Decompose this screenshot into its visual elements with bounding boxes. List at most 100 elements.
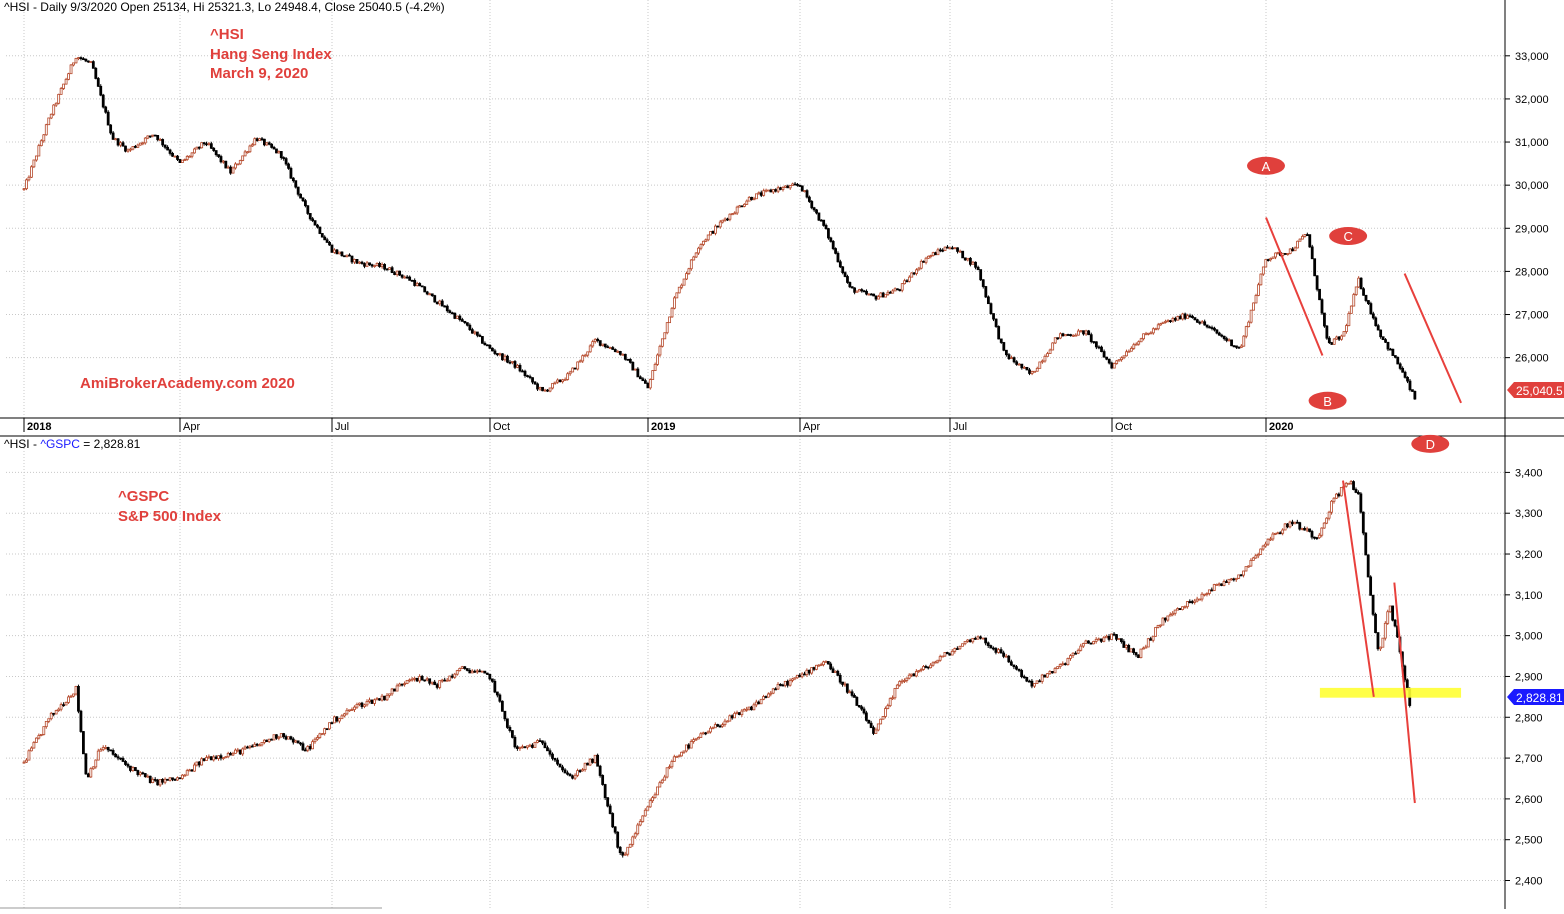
gspc-candle — [343, 712, 346, 718]
gspc-candle — [548, 748, 552, 757]
gspc-candle — [1327, 510, 1331, 521]
hsi-candle — [862, 289, 866, 293]
hsi-candle — [1274, 252, 1277, 260]
gspc-candle — [754, 699, 758, 708]
gspc-candle — [1269, 536, 1272, 542]
hsi-candle — [1381, 336, 1385, 341]
gspc-candle — [973, 636, 977, 640]
gspc-candle — [1119, 638, 1123, 644]
hsi-candle — [568, 370, 572, 376]
hsi-candle — [586, 351, 590, 358]
hsi-candle — [1298, 238, 1302, 242]
gspc-candle — [383, 695, 386, 701]
gspc-candle — [874, 727, 878, 734]
hsi-candle — [433, 294, 437, 303]
hsi-candle — [857, 288, 861, 292]
gspc-candle — [101, 745, 105, 752]
gspc-candle — [1154, 626, 1158, 637]
gspc-candle — [173, 778, 177, 781]
gspc-candle — [1144, 644, 1148, 649]
gspc-candle — [578, 769, 582, 774]
gspc-candle — [1337, 492, 1341, 498]
gspc-candle — [1188, 599, 1192, 604]
hsi-candle — [948, 246, 952, 250]
hsi-candle — [747, 196, 751, 202]
gspc-candle — [1207, 589, 1211, 596]
gspc-candle — [375, 697, 379, 701]
gspc-candle — [1364, 532, 1368, 556]
gspc-candle — [551, 752, 554, 761]
gspc-last-price-text: 2,828.81 — [1516, 691, 1563, 705]
gspc-candle — [845, 683, 849, 694]
gspc-candle — [893, 687, 897, 700]
gspc-candle — [518, 746, 522, 751]
hsi-candle — [1022, 365, 1026, 369]
hsi-candle — [1166, 319, 1170, 323]
gspc-candle — [378, 698, 381, 701]
gspc-candle — [262, 739, 266, 745]
gspc-candle — [287, 736, 290, 740]
hsi-candle — [740, 205, 744, 208]
hsi-candle — [976, 265, 980, 271]
gspc-header-prefix: ^HSI - — [4, 437, 40, 451]
hsi-candle — [59, 86, 63, 95]
hsi-candle — [1171, 316, 1175, 323]
hsi-candle — [219, 154, 223, 164]
gspc-candle — [311, 739, 314, 750]
gspc-candle — [709, 726, 712, 734]
gspc-candle — [214, 755, 218, 760]
hsi-candle — [263, 138, 266, 147]
gspc-candle — [843, 681, 847, 687]
hsi-candle — [846, 274, 849, 284]
hsi-candle — [193, 147, 196, 154]
gspc-candle — [984, 637, 988, 646]
gspc-candle — [1161, 617, 1165, 626]
gspc-candle — [1332, 497, 1336, 504]
hsi-candle — [616, 349, 620, 353]
hsi-candle — [355, 258, 359, 264]
hsi-candle — [1313, 258, 1317, 277]
hsi-candle — [415, 281, 419, 287]
hsi-candle — [478, 333, 482, 338]
hsi-candle — [865, 289, 868, 296]
hsi-candle — [190, 152, 194, 159]
hsi-candle — [1149, 331, 1153, 335]
gspc-candle — [69, 694, 73, 698]
hsi-candle — [917, 266, 921, 271]
gspc-candle — [576, 768, 579, 778]
gspc-candle — [1295, 519, 1299, 524]
hsi-candle — [563, 377, 567, 381]
hsi-candle — [603, 343, 607, 349]
hsi-candle — [114, 137, 118, 141]
hsi-candle — [1117, 359, 1121, 362]
gspc-candle — [1266, 538, 1270, 547]
gspc-candle — [79, 709, 83, 733]
gspc-candle — [648, 798, 652, 808]
gspc-candle — [764, 695, 768, 699]
gspc-candle — [1030, 679, 1034, 689]
gspc-candle — [82, 731, 85, 755]
gspc-candle — [1063, 662, 1067, 666]
hsi-candle — [536, 382, 539, 392]
gspc-candle — [510, 730, 514, 739]
hsi-candle — [99, 84, 103, 97]
hsi-candle — [981, 279, 985, 289]
gspc-candle — [541, 740, 544, 746]
gspc-candle — [39, 733, 43, 737]
hsi-candle — [523, 369, 527, 378]
gspc-candle — [250, 744, 254, 748]
hsi-candle — [370, 263, 374, 268]
gspc-candle — [733, 711, 737, 719]
gspc-candle — [626, 846, 630, 857]
hsi-candle — [966, 257, 970, 262]
hsi-candle — [212, 146, 216, 152]
gspc-candle — [448, 675, 452, 682]
gspc-candle — [493, 678, 497, 694]
gspc-candle — [997, 648, 1000, 654]
hsi-candle — [345, 254, 349, 258]
gspc-candle — [766, 692, 770, 698]
hsi-candle — [1203, 319, 1207, 326]
gspc-candle — [1249, 558, 1253, 567]
gspc-candle — [968, 638, 972, 643]
